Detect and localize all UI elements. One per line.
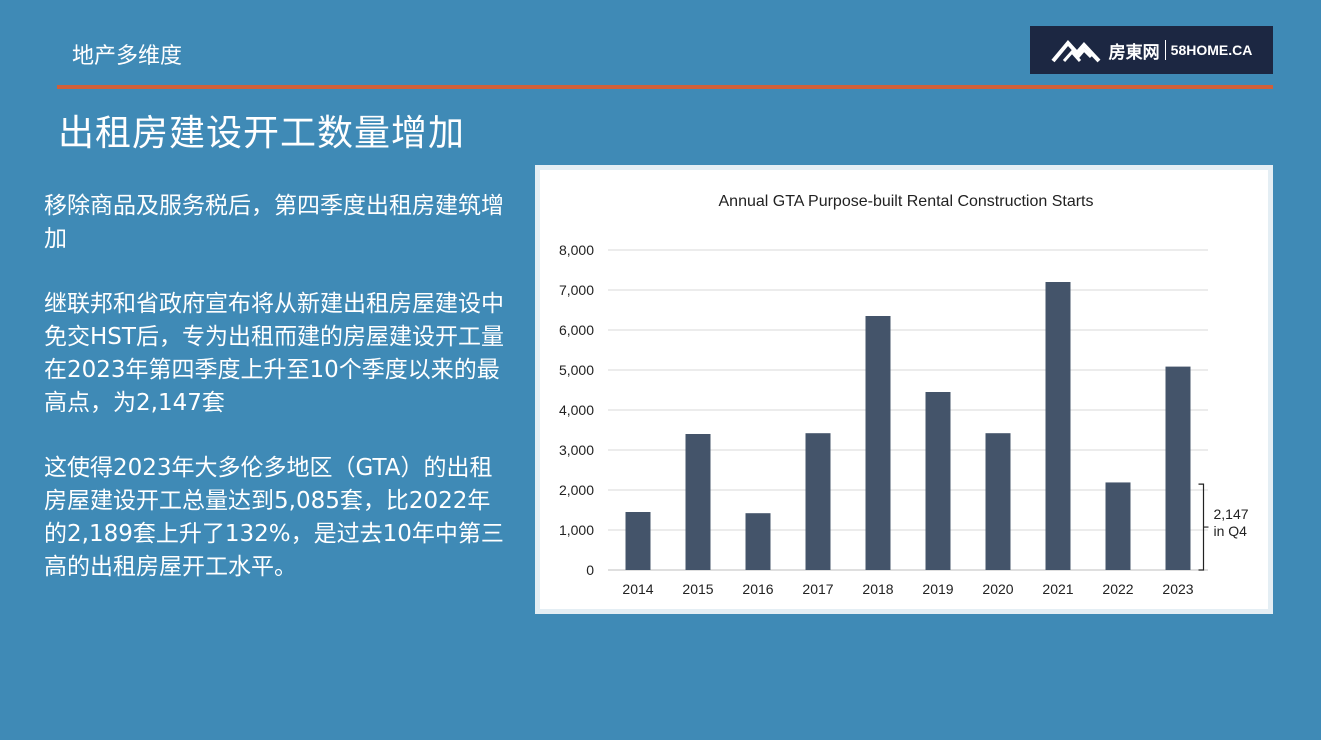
brand-logo[interactable]: 房東网 58HOME.CA <box>1030 26 1273 74</box>
annotation-label: in Q4 <box>1214 523 1248 539</box>
y-tick-label: 1,000 <box>559 522 594 538</box>
body-text: 移除商品及服务税后，第四季度出租房建筑增加 继联邦和省政府宣布将从新建出租房屋建… <box>44 190 506 616</box>
bar-2018 <box>865 316 891 570</box>
rental-starts-bar-chart: Annual GTA Purpose-built Rental Construc… <box>540 170 1268 609</box>
chart-title: Annual GTA Purpose-built Rental Construc… <box>719 193 1094 210</box>
y-tick-label: 2,000 <box>559 482 594 498</box>
y-tick-label: 6,000 <box>559 322 594 338</box>
bar-2014 <box>625 512 651 570</box>
chart-frame: Annual GTA Purpose-built Rental Construc… <box>535 165 1273 614</box>
y-tick-label: 4,000 <box>559 402 594 418</box>
q4-annotation-bracket <box>1198 483 1209 571</box>
paragraph-3: 这使得2023年大多伦多地区（GTA）的出租房屋建设开工总量达到5,085套，比… <box>44 455 504 580</box>
paragraph-1: 移除商品及服务税后，第四季度出租房建筑增加 <box>44 193 504 252</box>
x-tick-label: 2020 <box>982 581 1013 597</box>
y-tick-label: 8,000 <box>559 242 594 258</box>
paragraph-2: 继联邦和省政府宣布将从新建出租房屋建设中免交HST后，专为出租而建的房屋建设开工… <box>44 291 504 416</box>
bar-2015 <box>685 434 711 570</box>
annotation-label: 2,147 <box>1214 506 1249 522</box>
x-tick-label: 2023 <box>1162 581 1193 597</box>
bar-2023 <box>1165 366 1191 570</box>
bar-2017 <box>805 433 831 570</box>
x-tick-label: 2014 <box>622 581 653 597</box>
x-tick-label: 2016 <box>742 581 773 597</box>
section-category: 地产多维度 <box>72 44 183 69</box>
y-tick-label: 0 <box>586 562 594 578</box>
x-tick-label: 2017 <box>802 581 833 597</box>
page-title: 出租房建设开工数量增加 <box>58 113 466 154</box>
logo-chinese-text: 房東网 <box>1108 42 1160 63</box>
x-tick-label: 2021 <box>1042 581 1073 597</box>
bar-2016 <box>745 513 771 570</box>
bar-2021 <box>1045 282 1071 570</box>
x-tick-label: 2018 <box>862 581 893 597</box>
house-logo-icon <box>1051 39 1101 63</box>
x-tick-label: 2022 <box>1102 581 1133 597</box>
y-tick-label: 5,000 <box>559 362 594 378</box>
bar-2022 <box>1105 482 1131 570</box>
y-tick-label: 7,000 <box>559 282 594 298</box>
logo-separator <box>1164 40 1166 60</box>
y-tick-label: 3,000 <box>559 442 594 458</box>
header-divider <box>57 85 1273 89</box>
bar-2019 <box>925 392 951 570</box>
bar-2020 <box>985 433 1011 570</box>
x-tick-label: 2019 <box>922 581 953 597</box>
logo-english-text: 58HOME.CA <box>1170 42 1253 58</box>
x-tick-label: 2015 <box>682 581 713 597</box>
